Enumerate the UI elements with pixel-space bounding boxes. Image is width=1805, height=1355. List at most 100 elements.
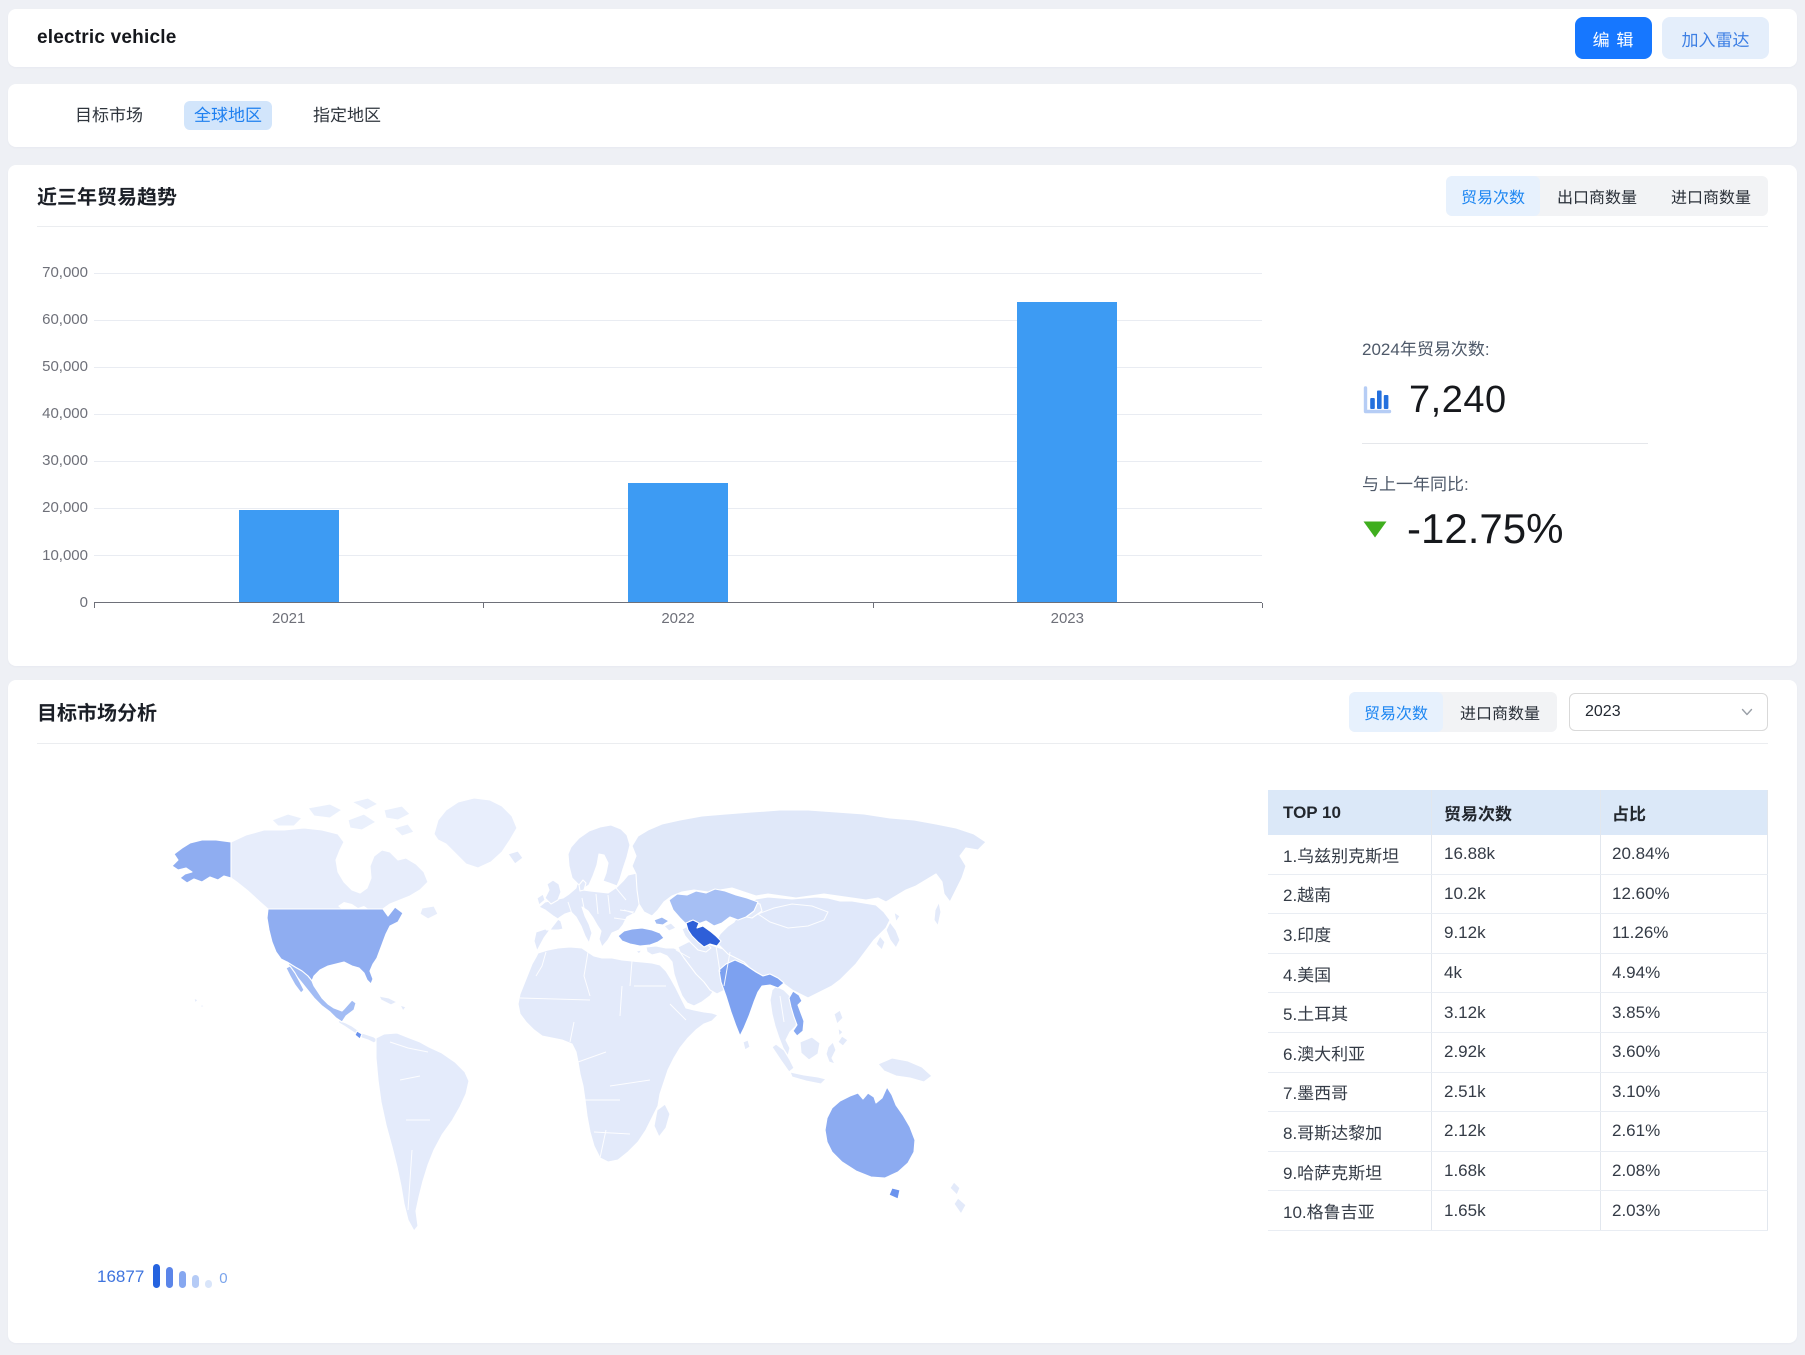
table-row[interactable]: 3.印度 9.12k 11.26% (1268, 914, 1768, 954)
map-arctic-island[interactable] (383, 805, 411, 821)
table-row[interactable]: 5.土耳其 3.12k 3.85% (1268, 993, 1768, 1033)
year-select[interactable]: 2023 (1569, 692, 1768, 731)
map-costa-rica[interactable] (354, 1030, 363, 1040)
map-alaska[interactable] (171, 839, 232, 884)
map-philippines[interactable] (837, 1035, 849, 1047)
trend-card-title: 近三年贸易趋势 (37, 187, 177, 209)
map-iceland[interactable] (507, 850, 524, 865)
map-russia[interactable] (631, 809, 987, 917)
map-new-zealand[interactable] (953, 1197, 967, 1215)
segment-exporter-count[interactable]: 出口商数量 (1556, 189, 1637, 207)
y-axis-label: 30,000 (42, 452, 88, 470)
map-ireland[interactable] (536, 893, 546, 906)
map-cuba[interactable] (378, 995, 398, 1006)
map-arctic-island[interactable] (351, 797, 379, 811)
map-sri-lanka[interactable] (742, 1039, 751, 1051)
map-cyprus[interactable] (635, 949, 643, 955)
segment-trade-count[interactable]: 贸易次数 (1445, 175, 1540, 216)
legend-bar (179, 1271, 187, 1288)
map-georgia[interactable] (653, 916, 670, 926)
table-row[interactable]: 9.哈萨克斯坦 1.68k 2.08% (1268, 1151, 1768, 1192)
tab-target-market[interactable]: 目标市场 (75, 106, 143, 125)
table-cell: 4.美国 (1268, 953, 1432, 993)
segment-market-trade-count[interactable]: 贸易次数 (1348, 691, 1443, 732)
map-arctic-island[interactable] (271, 813, 303, 827)
table-cell: 5.土耳其 (1268, 993, 1432, 1032)
table-row[interactable]: 10.格鲁吉亚 1.65k 2.03% (1268, 1191, 1768, 1231)
map-sakhalin[interactable] (933, 901, 942, 927)
year-select-value: 2023 (1585, 702, 1621, 720)
market-metric-segmented: 贸易次数 进口商数量 (1348, 691, 1557, 732)
table-row[interactable]: 7.墨西哥 2.51k 3.10% (1268, 1072, 1768, 1113)
map-new-guinea[interactable] (877, 1057, 933, 1083)
y-axis-label: 70,000 (42, 264, 88, 282)
map-india[interactable] (718, 959, 785, 1037)
map-australia[interactable] (824, 1086, 916, 1179)
map-usa[interactable] (266, 906, 404, 985)
map-java[interactable] (789, 1071, 827, 1085)
bar-2022[interactable] (628, 482, 728, 602)
map-hispaniola[interactable] (399, 1004, 407, 1012)
segment-market-importer-count[interactable]: 进口商数量 (1459, 705, 1540, 723)
map-japan[interactable] (885, 921, 901, 949)
map-japan[interactable] (893, 911, 901, 923)
map-sumatra[interactable] (771, 1043, 795, 1073)
map-hawaii[interactable] (193, 997, 199, 1004)
table-cell: 2.越南 (1268, 874, 1432, 914)
map-philippines[interactable] (837, 1027, 844, 1037)
chevron-down-icon (1740, 705, 1754, 719)
table-row[interactable]: 8.哥斯达黎加 2.12k 2.61% (1268, 1112, 1768, 1152)
tab-specified-region[interactable]: 指定地区 (313, 106, 381, 125)
table-cell: 3.10% (1601, 1072, 1768, 1112)
map-turkey[interactable] (617, 927, 665, 947)
legend-min-value: 0 (219, 1270, 228, 1287)
table-cell: 2.51k (1432, 1072, 1601, 1112)
legend-scale-bars (153, 1264, 213, 1288)
y-axis-label: 60,000 (42, 311, 88, 329)
map-hawaii[interactable] (200, 1003, 205, 1009)
yoy-row: -12.75% (1362, 505, 1654, 553)
tab-global-region[interactable]: 全球地区 (184, 101, 272, 130)
map-azerbaijan[interactable] (663, 922, 677, 932)
map-madagascar[interactable] (653, 1103, 671, 1138)
table-row[interactable]: 1.乌兹别克斯坦 16.88k 20.84% (1268, 835, 1768, 875)
bar-2023[interactable] (1017, 302, 1118, 602)
map-uzbekistan[interactable] (685, 919, 722, 948)
add-to-radar-button[interactable]: 加入雷达 (1662, 17, 1769, 59)
map-borders (389, 887, 829, 1211)
bar-2021[interactable] (238, 510, 339, 602)
map-newfoundland[interactable] (419, 905, 439, 920)
yoy-value: -12.75% (1407, 505, 1564, 552)
y-axis-label: 0 (79, 593, 88, 611)
map-korea[interactable] (875, 935, 886, 951)
map-baja-california[interactable] (285, 965, 305, 994)
map-philippines[interactable] (833, 1009, 844, 1025)
map-canada[interactable] (230, 827, 429, 910)
world-map[interactable] (90, 790, 1010, 1232)
table-cell: 10.2k (1432, 874, 1601, 914)
map-arctic-island[interactable] (393, 823, 415, 837)
legend-bar (153, 1264, 161, 1288)
x-axis-tick (94, 603, 95, 608)
map-africa[interactable] (517, 946, 719, 1163)
map-mexico[interactable] (286, 961, 357, 1023)
map-new-zealand[interactable] (949, 1181, 961, 1196)
map-vietnam[interactable] (788, 990, 805, 1037)
table-row[interactable]: 2.越南 10.2k 12.60% (1268, 874, 1768, 915)
map-scandinavia[interactable] (567, 824, 631, 890)
table-row[interactable]: 4.美国 4k 4.94% (1268, 953, 1768, 994)
map-arctic-island[interactable] (347, 813, 377, 831)
map-borneo[interactable] (799, 1036, 821, 1061)
map-china[interactable] (715, 896, 891, 999)
map-uk[interactable] (544, 879, 562, 905)
map-sulawesi[interactable] (825, 1041, 837, 1065)
map-greenland[interactable] (433, 797, 518, 869)
map-south-america[interactable] (375, 1032, 470, 1232)
segment-importer-count[interactable]: 进口商数量 (1670, 189, 1751, 207)
edit-button[interactable]: 编 辑 (1575, 17, 1652, 59)
map-tasmania[interactable] (888, 1187, 901, 1200)
map-denmark[interactable] (578, 879, 587, 892)
table-row[interactable]: 6.澳大利亚 2.92k 3.60% (1268, 1032, 1768, 1073)
map-arctic-island[interactable] (307, 803, 343, 819)
top10-table: TOP 10 贸易次数 占比 1.乌兹别克斯坦 16.88k 20.84% 2.越南 1… (1268, 790, 1768, 1231)
